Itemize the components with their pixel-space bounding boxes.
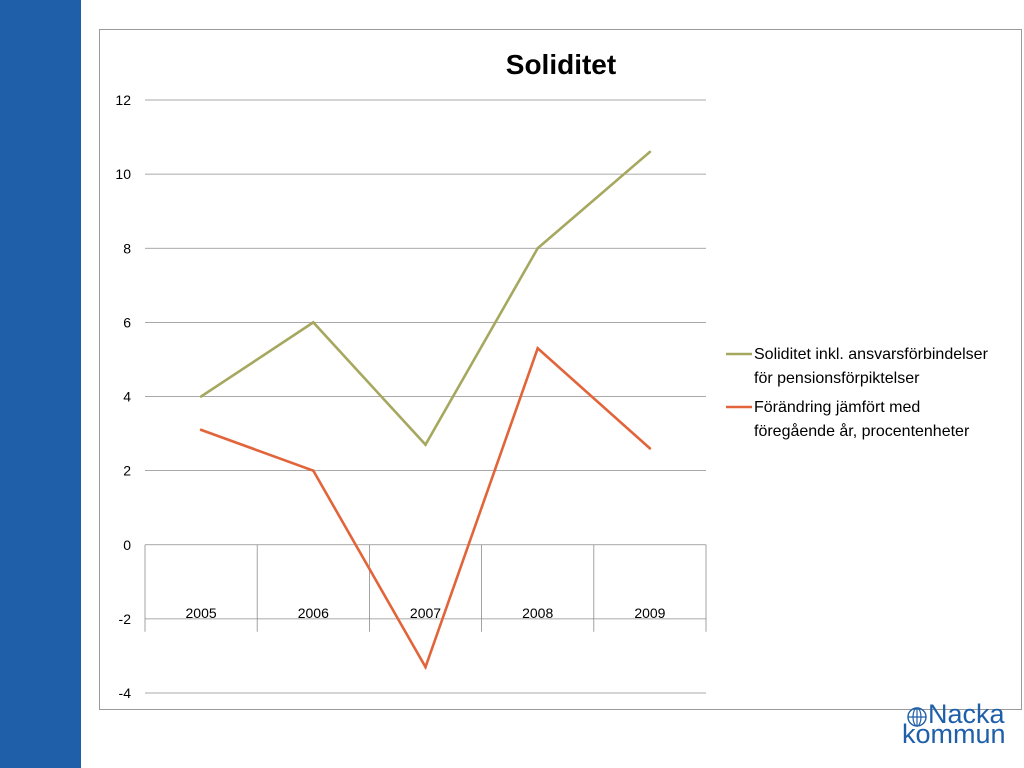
y-tick-label: 6 <box>123 314 131 330</box>
x-category-label: 2008 <box>522 605 553 621</box>
legend-label: Förändring jämfört med <box>754 399 920 416</box>
y-tick-label: 12 <box>115 92 131 108</box>
y-tick-label: -2 <box>119 611 132 627</box>
x-category-label: 2007 <box>410 605 441 621</box>
grid-layer <box>144 99 707 694</box>
globe-icon <box>907 707 927 727</box>
chart-title: Soliditet <box>506 49 616 80</box>
y-tick-label: -4 <box>119 685 132 701</box>
data-point <box>648 150 652 154</box>
data-point <box>648 447 652 450</box>
data-point <box>424 665 427 669</box>
y-tick-label: 8 <box>123 240 131 256</box>
side-band <box>0 0 81 768</box>
legend-label: föregående år, procentenheter <box>754 422 970 440</box>
data-point <box>312 469 315 472</box>
legend-label: för pensionsförpiktelser <box>754 370 920 387</box>
series-line-1 <box>200 150 651 447</box>
logo-text-line1: Nacka <box>928 699 1005 729</box>
y-tick-label: 4 <box>123 389 131 405</box>
x-category-label: 2009 <box>634 605 665 621</box>
x-category-label: 2005 <box>186 605 217 621</box>
data-point <box>536 246 539 250</box>
line-chart: Soliditet 12 10 8 6 4 2 0 -2 -4 2005 2006 2007 2008… <box>115 49 989 701</box>
y-tick-labels: 12 10 8 6 4 2 0 -2 -4 <box>115 92 131 701</box>
data-point <box>199 395 203 398</box>
legend: Soliditet inkl. ansvarsförbindelser för p… <box>726 346 989 440</box>
y-tick-label: 0 <box>123 537 131 553</box>
data-point <box>424 443 427 446</box>
nacka-kommun-logo: Nacka kommun <box>902 700 1020 764</box>
series-layer <box>199 150 652 671</box>
x-category-labels: 2005 2006 2007 2008 2009 <box>186 605 666 621</box>
x-category-label: 2006 <box>298 605 329 621</box>
y-tick-label: 10 <box>115 166 131 182</box>
data-point <box>536 347 539 350</box>
data-point <box>312 321 315 324</box>
data-point <box>199 428 203 432</box>
logo-text-line2: kommun <box>902 719 1006 749</box>
y-tick-label: 2 <box>123 463 131 479</box>
legend-label: Soliditet inkl. ansvarsförbindelser <box>754 346 989 363</box>
chart-frame: Soliditet 12 10 8 6 4 2 0 -2 -4 2005 2006 2007 2008… <box>99 29 1022 710</box>
